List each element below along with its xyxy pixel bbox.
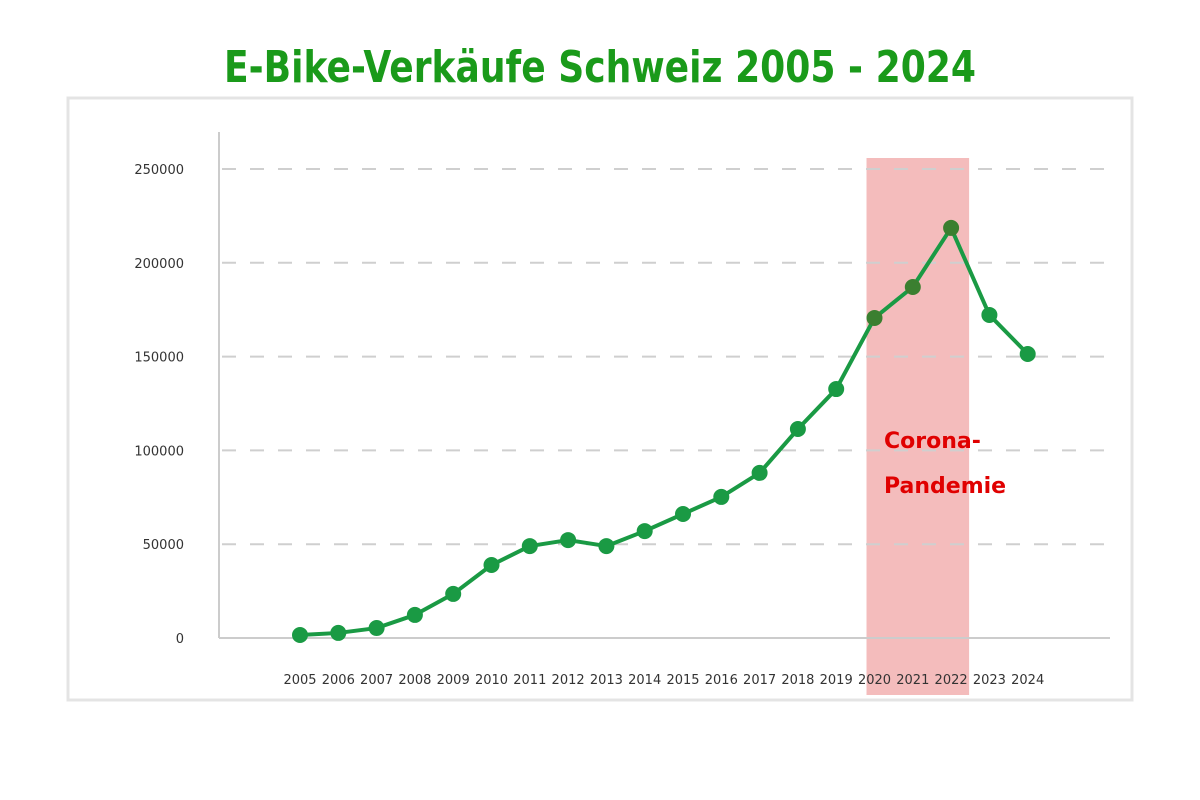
data-point-2020: [866, 309, 883, 326]
y-tick-label: 200000: [134, 257, 184, 272]
x-tick-label: 2013: [590, 673, 623, 688]
x-tick-label: 2019: [820, 673, 853, 688]
data-point-2006: [330, 624, 347, 641]
data-point-2012: [560, 532, 577, 549]
data-point-2017: [751, 464, 768, 481]
data-point-2011: [521, 538, 538, 555]
y-tick-label: 250000: [134, 163, 184, 178]
data-point-2024: [1019, 345, 1036, 362]
data-point-2008: [406, 606, 423, 623]
data-point-2021: [904, 279, 921, 296]
data-point-2022: [943, 219, 960, 236]
data-point-2014: [636, 523, 653, 540]
chart-title: E-Bike-Verkäufe Schweiz 2005 - 2024: [223, 42, 977, 93]
x-tick-label: 2024: [1011, 673, 1044, 688]
data-point-2019: [828, 381, 845, 398]
data-point-2023: [981, 306, 998, 323]
y-tick-label: 50000: [143, 538, 184, 553]
data-point-2005: [292, 626, 308, 643]
data-point-2015: [675, 505, 691, 522]
x-tick-label: 2014: [628, 673, 661, 688]
data-point-2009: [445, 585, 462, 602]
data-point-2016: [713, 488, 730, 505]
x-tick-label: 2009: [437, 673, 470, 688]
x-tick-label: 2010: [475, 673, 508, 688]
x-tick-label: 2008: [398, 673, 431, 688]
x-tick-label: 2017: [743, 673, 776, 688]
data-point-2010: [483, 557, 500, 574]
pandemic-highlight-band: [866, 158, 970, 695]
y-tick-label: 0: [176, 632, 184, 647]
data-point-2018: [789, 421, 806, 438]
x-tick-label: 2006: [322, 673, 355, 688]
x-tick-label: 2011: [513, 673, 546, 688]
y-tick-label: 150000: [134, 351, 184, 366]
x-tick-label: 2015: [666, 673, 699, 688]
x-tick-label: 2007: [360, 673, 393, 688]
y-tick-label: 100000: [134, 444, 184, 459]
data-point-2007: [368, 620, 385, 637]
x-tick-label: 2023: [973, 673, 1006, 688]
annotation-line2: Pandemie: [884, 474, 1006, 499]
x-tick-label: 2020: [858, 673, 891, 688]
x-tick-label: 2021: [896, 673, 929, 688]
x-tick-label: 2018: [781, 673, 814, 688]
data-point-2013: [598, 538, 615, 555]
chart-frame: [66, 96, 1134, 702]
annotation-line1: Corona-: [884, 429, 981, 454]
x-tick-label: 2005: [283, 673, 316, 688]
x-tick-label: 2012: [552, 673, 585, 688]
x-tick-label: 2016: [705, 673, 738, 688]
x-tick-label: 2022: [935, 673, 968, 688]
